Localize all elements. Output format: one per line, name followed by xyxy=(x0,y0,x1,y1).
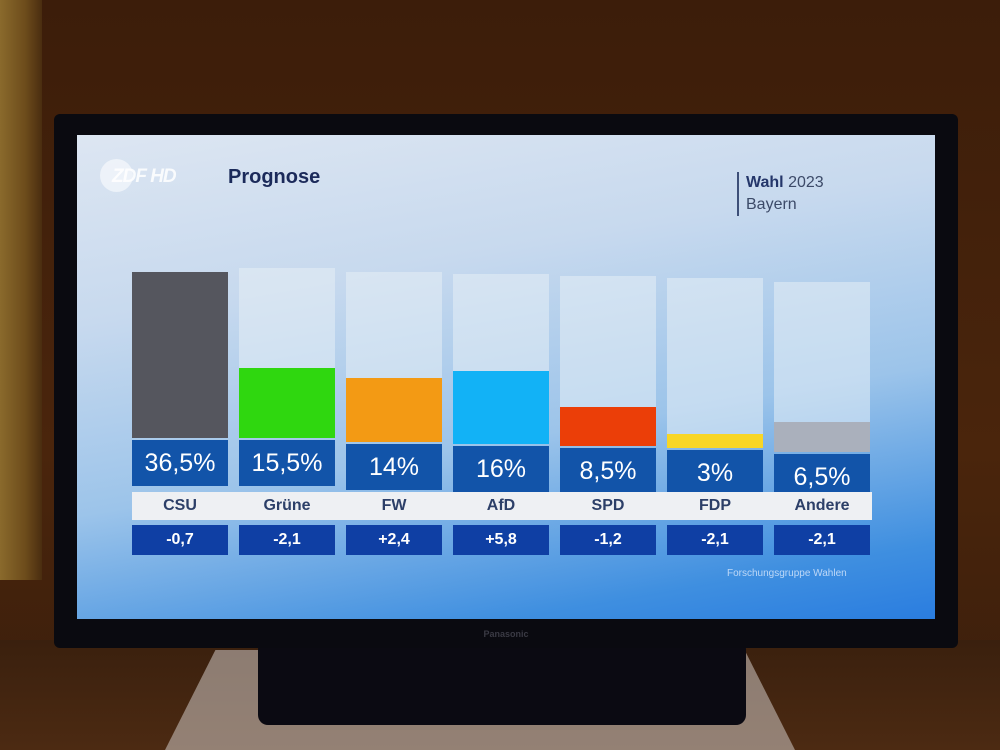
bar-csu xyxy=(132,272,228,438)
election-label: Wahl 2023 Bayern xyxy=(737,172,824,216)
bar-afd xyxy=(453,371,549,444)
change-value: +5,8 xyxy=(453,525,549,555)
source-credit: Forschungsgruppe Wahlen xyxy=(727,568,847,579)
change-value: -2,1 xyxy=(774,525,870,555)
bar-spd xyxy=(560,407,656,446)
zdf-logo-circle-icon xyxy=(100,159,133,192)
bar-track xyxy=(453,274,549,444)
election-year: 2023 xyxy=(788,174,824,191)
bar-track xyxy=(667,278,763,448)
curtain xyxy=(0,0,42,580)
party-label-band xyxy=(132,492,872,520)
election-label-bold: Wahl xyxy=(746,174,784,191)
zdf-logo: ZDF HD xyxy=(100,159,190,193)
change-value: -2,1 xyxy=(239,525,335,555)
bar-fdp xyxy=(667,434,763,448)
party-name: Andere xyxy=(794,497,850,514)
bar-andere xyxy=(774,422,870,452)
bar-track xyxy=(346,272,442,442)
party-name: FDP xyxy=(699,497,731,514)
party-name: Grüne xyxy=(263,497,311,514)
bar-track xyxy=(239,268,335,438)
change-value: +2,4 xyxy=(346,525,442,555)
election-region: Bayern xyxy=(746,196,797,213)
percentage-label: 14% xyxy=(346,444,442,490)
party-name: AfD xyxy=(486,497,516,514)
party-name: FW xyxy=(381,497,407,514)
party-name: SPD xyxy=(591,497,625,514)
percentage-label: 16% xyxy=(453,446,549,492)
percentage-label: 3% xyxy=(667,450,763,496)
party-name: CSU xyxy=(163,497,197,514)
zdf-logo-text: ZDF HD xyxy=(112,166,177,187)
change-value: -0,7 xyxy=(132,525,228,555)
bar-fw xyxy=(346,378,442,442)
bar-track xyxy=(774,282,870,452)
bar-grüne xyxy=(239,368,335,438)
change-value: -1,2 xyxy=(560,525,656,555)
percentage-label: 36,5% xyxy=(132,440,228,486)
bar-track xyxy=(560,276,656,446)
tv-screen: ZDF HD Prognose Wahl 2023 Bayern 36,5% 15… xyxy=(77,135,935,619)
percentage-label: 8,5% xyxy=(560,448,656,494)
bar-track xyxy=(132,268,228,438)
page-title: Prognose xyxy=(228,166,321,188)
change-value: -2,1 xyxy=(667,525,763,555)
percentage-label: 15,5% xyxy=(239,440,335,486)
television: ZDF HD Prognose Wahl 2023 Bayern 36,5% 15… xyxy=(54,114,958,648)
tv-brand-logo: Panasonic xyxy=(483,629,529,639)
tv-stand xyxy=(258,645,746,725)
